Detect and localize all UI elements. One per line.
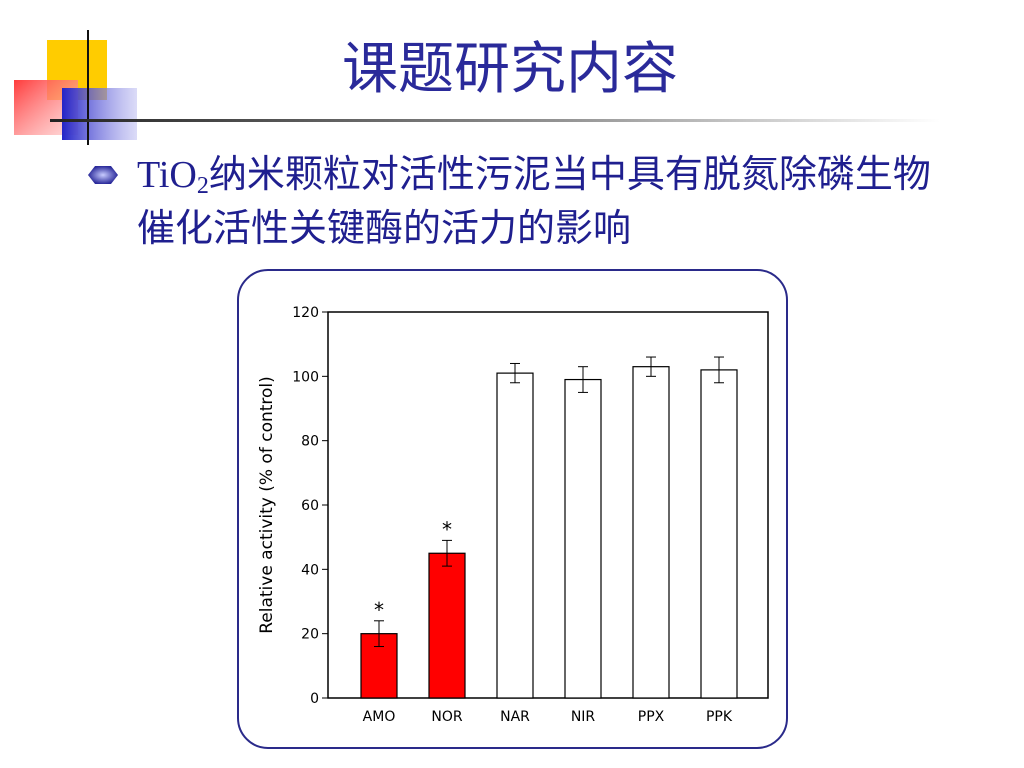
bullet-part: 纳米颗粒对活性污泥当中具有脱氮除磷生物催化活性关键酶的活力的影响: [137, 154, 931, 250]
y-tick-label: 100: [292, 369, 319, 385]
chart: Relative activity (% of control) 0 20 40 60 8…: [257, 305, 769, 725]
y-tick-label: 60: [301, 498, 319, 514]
x-tick-label: AMO: [363, 709, 396, 725]
slide-title: 课题研究内容: [342, 37, 678, 102]
bar: [564, 378, 602, 699]
significance-mark: *: [442, 517, 452, 541]
bar: [428, 552, 466, 699]
bar: [632, 366, 670, 699]
significance-mark: *: [374, 598, 384, 622]
x-tick-label: PPK: [706, 709, 733, 725]
x-tick-label: NOR: [431, 709, 462, 725]
y-tick-label: 40: [301, 562, 319, 578]
y-tick-label: 80: [301, 434, 319, 450]
bullet-text: TiO2纳米颗粒对活性污泥当中具有脱氮除磷生物催化活性关键酶的活力的影响: [137, 148, 952, 256]
y-tick-label: 120: [292, 305, 319, 321]
y-axis-label: Relative activity (% of control): [257, 376, 277, 634]
deco-square: [62, 88, 137, 140]
title-rule: [50, 119, 940, 122]
y-tick-label: 20: [301, 627, 319, 643]
x-tick-label: NIR: [571, 709, 596, 725]
bullet-icon: [88, 166, 118, 184]
bullet-part: TiO: [137, 154, 197, 196]
bullet-subscript: 2: [196, 173, 209, 199]
x-tick-label: NAR: [500, 709, 530, 725]
bar: [700, 369, 738, 699]
y-tick-label: 0: [310, 691, 319, 707]
bar: [496, 372, 534, 699]
x-tick-label: PPX: [638, 709, 665, 725]
